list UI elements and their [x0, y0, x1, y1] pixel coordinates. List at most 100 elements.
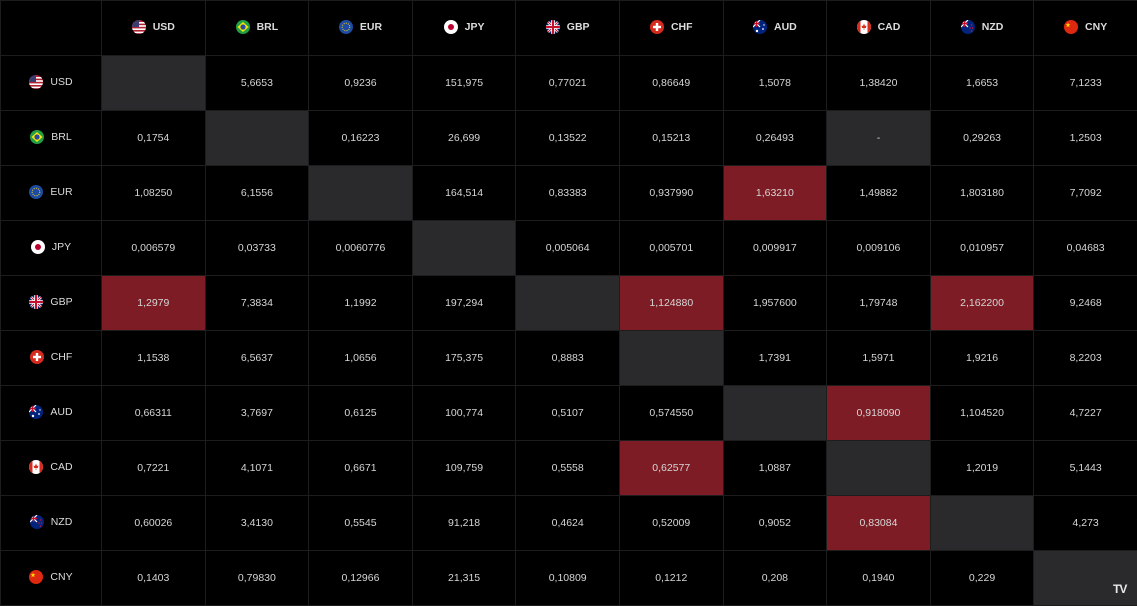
- rate-cell-aud-cad[interactable]: 0,918090: [827, 386, 931, 441]
- row-header-gbp[interactable]: GBP: [1, 276, 102, 331]
- rate-cell-brl-gbp[interactable]: 0,13522: [516, 111, 620, 166]
- row-header-cny[interactable]: CNY: [1, 551, 102, 606]
- rate-cell-brl-eur[interactable]: 0,16223: [309, 111, 413, 166]
- rate-cell-cad-nzd[interactable]: 1,2019: [930, 441, 1034, 496]
- rate-cell-cny-jpy[interactable]: 21,315: [412, 551, 516, 606]
- rate-cell-brl-nzd[interactable]: 0,29263: [930, 111, 1034, 166]
- rate-cell-chf-aud[interactable]: 1,7391: [723, 331, 827, 386]
- rate-cell-usd-cad[interactable]: 1,38420: [827, 56, 931, 111]
- rate-cell-chf-usd[interactable]: 1,1538: [102, 331, 206, 386]
- rate-cell-brl-cad[interactable]: -: [827, 111, 931, 166]
- rate-cell-eur-brl[interactable]: 6,1556: [205, 166, 309, 221]
- row-header-eur[interactable]: EUR: [1, 166, 102, 221]
- rate-cell-eur-usd[interactable]: 1,08250: [102, 166, 206, 221]
- rate-cell-eur-aud[interactable]: 1,63210: [723, 166, 827, 221]
- rate-cell-cny-cad[interactable]: 0,1940: [827, 551, 931, 606]
- rate-cell-gbp-nzd[interactable]: 2,162200: [930, 276, 1034, 331]
- rate-cell-eur-gbp[interactable]: 0,83383: [516, 166, 620, 221]
- rate-cell-aud-jpy[interactable]: 100,774: [412, 386, 516, 441]
- column-header-aud[interactable]: AUD: [723, 1, 827, 56]
- rate-cell-nzd-cny[interactable]: 4,273: [1034, 496, 1137, 551]
- rate-cell-nzd-eur[interactable]: 0,5545: [309, 496, 413, 551]
- rate-cell-cny-nzd[interactable]: 0,229: [930, 551, 1034, 606]
- rate-cell-usd-eur[interactable]: 0,9236: [309, 56, 413, 111]
- rate-cell-brl-jpy[interactable]: 26,699: [412, 111, 516, 166]
- rate-cell-cny-aud[interactable]: 0,208: [723, 551, 827, 606]
- rate-cell-usd-gbp[interactable]: 0,77021: [516, 56, 620, 111]
- rate-cell-eur-nzd[interactable]: 1,803180: [930, 166, 1034, 221]
- rate-cell-aud-nzd[interactable]: 1,104520: [930, 386, 1034, 441]
- rate-cell-jpy-cad[interactable]: 0,009106: [827, 221, 931, 276]
- rate-cell-gbp-aud[interactable]: 1,957600: [723, 276, 827, 331]
- rate-cell-jpy-eur[interactable]: 0,0060776: [309, 221, 413, 276]
- rate-cell-cad-gbp[interactable]: 0,5558: [516, 441, 620, 496]
- rate-cell-chf-cny[interactable]: 8,2203: [1034, 331, 1137, 386]
- rate-cell-jpy-usd[interactable]: 0,006579: [102, 221, 206, 276]
- rate-cell-nzd-gbp[interactable]: 0,4624: [516, 496, 620, 551]
- column-header-eur[interactable]: EUR: [309, 1, 413, 56]
- rate-cell-chf-gbp[interactable]: 0,8883: [516, 331, 620, 386]
- rate-cell-aud-eur[interactable]: 0,6125: [309, 386, 413, 441]
- rate-cell-jpy-nzd[interactable]: 0,010957: [930, 221, 1034, 276]
- row-header-nzd[interactable]: NZD: [1, 496, 102, 551]
- column-header-chf[interactable]: CHF: [619, 1, 723, 56]
- column-header-brl[interactable]: BRL: [205, 1, 309, 56]
- rate-cell-cad-eur[interactable]: 0,6671: [309, 441, 413, 496]
- rate-cell-chf-eur[interactable]: 1,0656: [309, 331, 413, 386]
- row-header-usd[interactable]: USD: [1, 56, 102, 111]
- rate-cell-cad-cny[interactable]: 5,1443: [1034, 441, 1137, 496]
- rate-cell-cad-chf[interactable]: 0,62577: [619, 441, 723, 496]
- rate-cell-usd-brl[interactable]: 5,6653: [205, 56, 309, 111]
- rate-cell-nzd-aud[interactable]: 0,9052: [723, 496, 827, 551]
- rate-cell-brl-aud[interactable]: 0,26493: [723, 111, 827, 166]
- rate-cell-aud-cny[interactable]: 4,7227: [1034, 386, 1137, 441]
- rate-cell-aud-gbp[interactable]: 0,5107: [516, 386, 620, 441]
- column-header-gbp[interactable]: GBP: [516, 1, 620, 56]
- rate-cell-cny-usd[interactable]: 0,1403: [102, 551, 206, 606]
- rate-cell-nzd-usd[interactable]: 0,60026: [102, 496, 206, 551]
- column-header-jpy[interactable]: JPY: [412, 1, 516, 56]
- rate-cell-gbp-jpy[interactable]: 197,294: [412, 276, 516, 331]
- row-header-brl[interactable]: BRL: [1, 111, 102, 166]
- rate-cell-brl-usd[interactable]: 0,1754: [102, 111, 206, 166]
- row-header-cad[interactable]: CAD: [1, 441, 102, 496]
- rate-cell-cad-jpy[interactable]: 109,759: [412, 441, 516, 496]
- rate-cell-gbp-eur[interactable]: 1,1992: [309, 276, 413, 331]
- rate-cell-jpy-gbp[interactable]: 0,005064: [516, 221, 620, 276]
- column-header-usd[interactable]: USD: [102, 1, 206, 56]
- rate-cell-eur-cad[interactable]: 1,49882: [827, 166, 931, 221]
- rate-cell-gbp-cny[interactable]: 9,2468: [1034, 276, 1137, 331]
- row-header-chf[interactable]: CHF: [1, 331, 102, 386]
- rate-cell-nzd-jpy[interactable]: 91,218: [412, 496, 516, 551]
- rate-cell-cny-brl[interactable]: 0,79830: [205, 551, 309, 606]
- rate-cell-cad-brl[interactable]: 4,1071: [205, 441, 309, 496]
- rate-cell-eur-jpy[interactable]: 164,514: [412, 166, 516, 221]
- rate-cell-chf-jpy[interactable]: 175,375: [412, 331, 516, 386]
- rate-cell-cad-usd[interactable]: 0,7221: [102, 441, 206, 496]
- rate-cell-gbp-usd[interactable]: 1,2979: [102, 276, 206, 331]
- rate-cell-brl-cny[interactable]: 1,2503: [1034, 111, 1137, 166]
- rate-cell-aud-usd[interactable]: 0,66311: [102, 386, 206, 441]
- rate-cell-aud-brl[interactable]: 3,7697: [205, 386, 309, 441]
- rate-cell-usd-chf[interactable]: 0,86649: [619, 56, 723, 111]
- rate-cell-jpy-cny[interactable]: 0,04683: [1034, 221, 1137, 276]
- rate-cell-gbp-chf[interactable]: 1,124880: [619, 276, 723, 331]
- rate-cell-jpy-chf[interactable]: 0,005701: [619, 221, 723, 276]
- row-header-aud[interactable]: AUD: [1, 386, 102, 441]
- rate-cell-cny-gbp[interactable]: 0,10809: [516, 551, 620, 606]
- rate-cell-usd-nzd[interactable]: 1,6653: [930, 56, 1034, 111]
- column-header-cny[interactable]: CNY: [1034, 1, 1137, 56]
- rate-cell-chf-brl[interactable]: 6,5637: [205, 331, 309, 386]
- rate-cell-cad-aud[interactable]: 1,0887: [723, 441, 827, 496]
- rate-cell-chf-nzd[interactable]: 1,9216: [930, 331, 1034, 386]
- rate-cell-nzd-cad[interactable]: 0,83084: [827, 496, 931, 551]
- rate-cell-usd-aud[interactable]: 1,5078: [723, 56, 827, 111]
- rate-cell-jpy-brl[interactable]: 0,03733: [205, 221, 309, 276]
- row-header-jpy[interactable]: JPY: [1, 221, 102, 276]
- column-header-cad[interactable]: CAD: [827, 1, 931, 56]
- rate-cell-cny-eur[interactable]: 0,12966: [309, 551, 413, 606]
- rate-cell-cny-chf[interactable]: 0,1212: [619, 551, 723, 606]
- rate-cell-nzd-brl[interactable]: 3,4130: [205, 496, 309, 551]
- rate-cell-brl-chf[interactable]: 0,15213: [619, 111, 723, 166]
- column-header-nzd[interactable]: NZD: [930, 1, 1034, 56]
